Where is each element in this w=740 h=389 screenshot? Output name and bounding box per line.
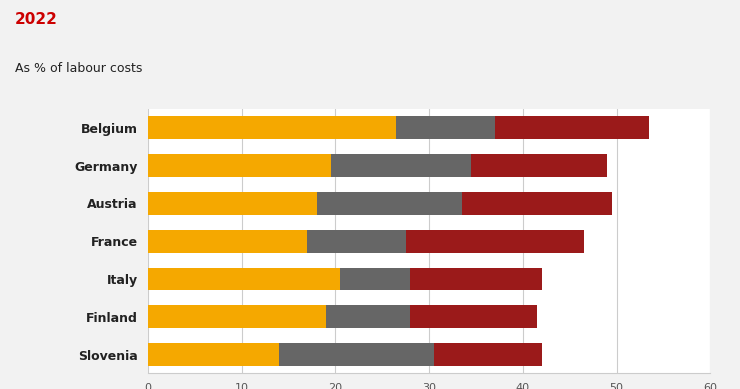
Bar [148,305,326,328]
Bar [340,268,411,290]
Bar [434,343,542,366]
Bar [148,230,307,252]
Bar [406,230,584,252]
Bar [148,343,279,366]
Bar [331,154,471,177]
Text: As % of labour costs: As % of labour costs [15,62,142,75]
Text: 2022: 2022 [15,12,58,27]
Bar [279,343,434,366]
Bar [148,268,340,290]
Bar [471,154,608,177]
Bar [317,192,462,215]
Bar [307,230,406,252]
Bar [148,154,331,177]
Bar [148,116,397,139]
Bar [326,305,411,328]
Bar [411,268,542,290]
Bar [397,116,495,139]
Bar [411,305,537,328]
Bar [462,192,612,215]
Bar [148,192,317,215]
Bar [495,116,650,139]
